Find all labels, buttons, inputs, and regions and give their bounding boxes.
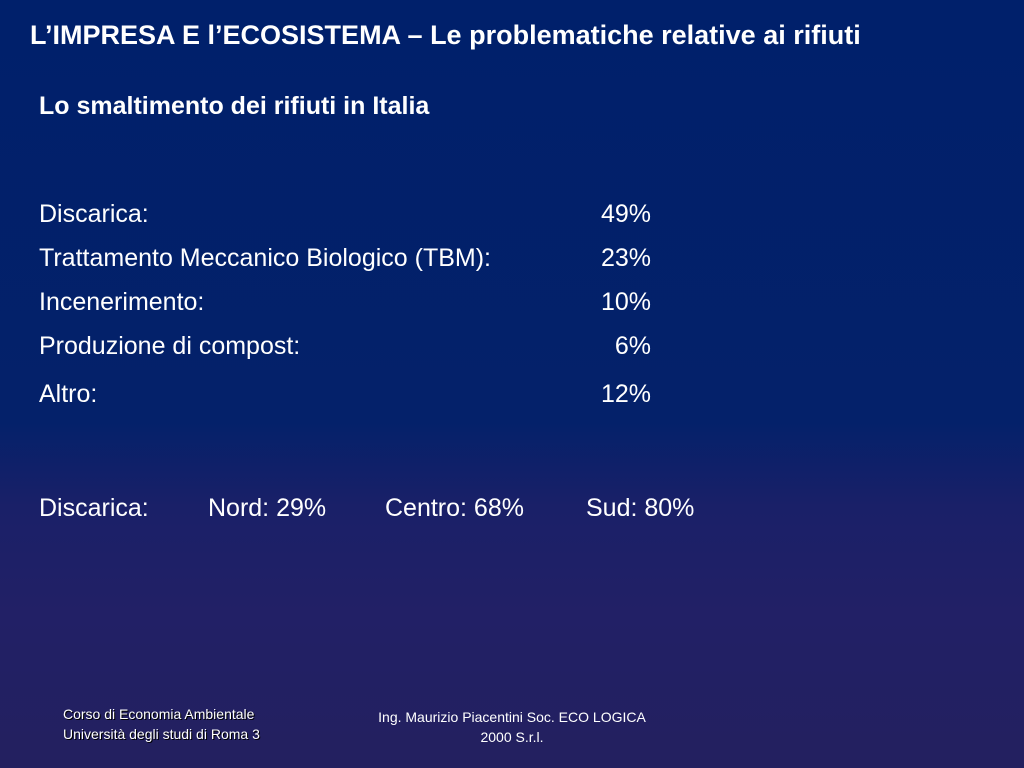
footer-course-name: Corso di Economia Ambientale: [63, 706, 255, 722]
disposal-stats-list: Discarica: 49% Trattamento Meccanico Bio…: [39, 196, 651, 420]
stat-row-tbm: Trattamento Meccanico Biologico (TBM): 2…: [39, 240, 651, 284]
stat-value: 12%: [600, 380, 651, 408]
stat-label: Produzione di compost:: [39, 332, 301, 360]
stat-label: Discarica:: [39, 200, 149, 228]
regional-sud: Sud: 80%: [586, 494, 695, 522]
slide-subtitle: Lo smaltimento dei rifiuti in Italia: [39, 92, 430, 120]
footer-company: 2000 S.r.l.: [480, 729, 544, 745]
stat-value: 49%: [600, 200, 651, 228]
footer-university: Università degli studi di Roma 3: [63, 726, 260, 742]
stat-value: 10%: [600, 288, 651, 316]
footer-author-name: Ing. Maurizio Piacentini Soc. ECO LOGICA: [378, 709, 646, 725]
regional-landfill-row: Discarica: Nord: 29% Centro: 68% Sud: 80%: [39, 490, 694, 526]
stat-label: Trattamento Meccanico Biologico (TBM):: [39, 244, 492, 272]
slide-title: L’IMPRESA E l’ECOSISTEMA – Le problemati…: [30, 20, 861, 50]
footer-author: Ing. Maurizio Piacentini Soc. ECO LOGICA…: [362, 707, 662, 747]
stat-label: Incenerimento:: [39, 288, 205, 316]
stat-row-compost: Produzione di compost: 6%: [39, 328, 651, 372]
regional-nord: Nord: 29%: [208, 494, 327, 522]
stat-value: 6%: [614, 332, 651, 360]
regional-centro: Centro: 68%: [385, 494, 524, 522]
stat-row-altro: Altro: 12%: [39, 376, 651, 420]
stat-row-incenerimento: Incenerimento: 10%: [39, 284, 651, 328]
footer-course: Corso di Economia Ambientale Università …: [63, 704, 260, 744]
stat-value: 23%: [600, 244, 651, 272]
regional-label: Discarica:: [39, 494, 149, 522]
stat-row-discarica: Discarica: 49%: [39, 196, 651, 240]
stat-label: Altro:: [39, 380, 98, 408]
